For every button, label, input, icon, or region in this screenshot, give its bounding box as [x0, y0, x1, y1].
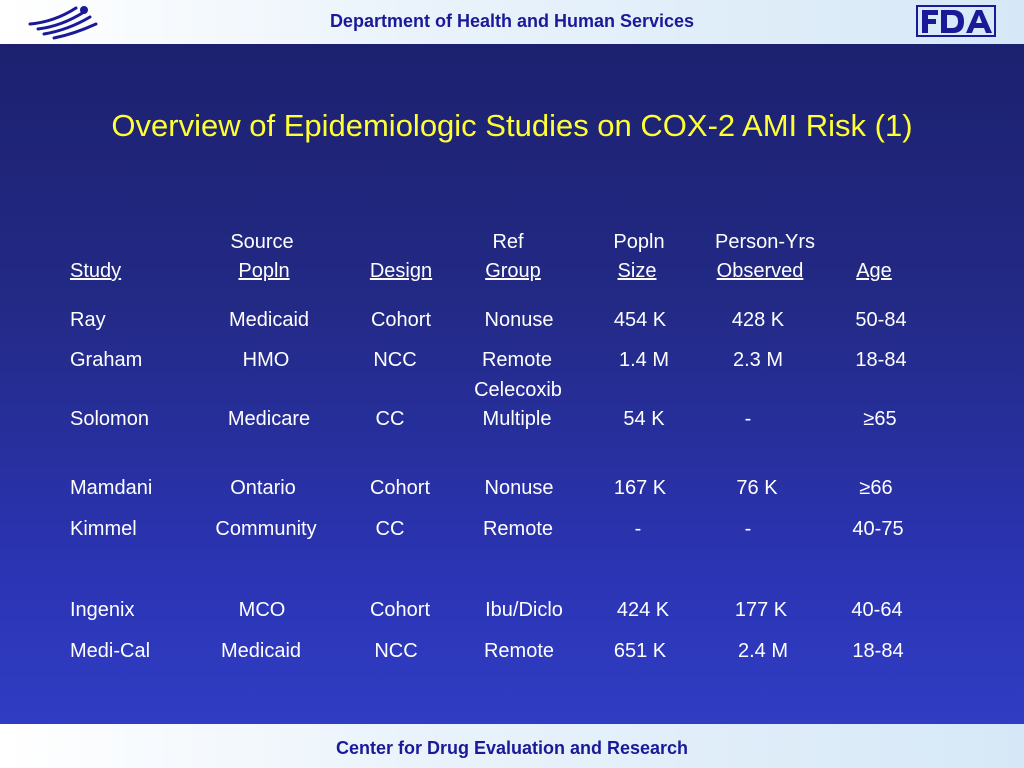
- hhs-eagle-icon: [28, 6, 98, 40]
- header-ref-group: Group: [485, 260, 541, 282]
- table-cell-person-yrs: 177 K: [734, 599, 788, 621]
- table-cell-person-yrs: -: [744, 408, 752, 430]
- table-cell-popln: Medicare: [227, 408, 311, 430]
- table-cell-age: 18-84: [855, 349, 907, 371]
- table-cell-age: 40-75: [852, 518, 904, 540]
- table-cell-age: ≥65: [863, 408, 897, 430]
- table-cell-design: CC: [375, 408, 405, 430]
- table-cell-size: 167 K: [613, 477, 667, 499]
- table-cell-age: 40-64: [851, 599, 903, 621]
- table-cell-design: CC: [375, 518, 405, 540]
- table-cell-age: 50-84: [855, 309, 907, 331]
- table-cell-ref: Nonuse: [484, 477, 554, 499]
- table-cell-size: 54 K: [623, 408, 665, 430]
- table-cell-popln: MCO: [238, 599, 286, 621]
- table-cell-popln: HMO: [242, 349, 290, 371]
- table-cell-size: 1.4 M: [618, 349, 670, 371]
- header-age: Age: [856, 260, 892, 282]
- table-cell-design: NCC: [373, 349, 417, 371]
- header-source: Source: [230, 231, 294, 253]
- table-cell-study: Mamdani: [70, 477, 153, 499]
- table-cell-age: ≥66: [859, 477, 893, 499]
- table-cell-size: 424 K: [616, 599, 670, 621]
- table-cell-study: Solomon: [70, 408, 149, 430]
- header-bar: Department of Health and Human Services: [0, 0, 1024, 44]
- table-cell-ref: Remote: [481, 349, 553, 371]
- table-cell-study: Graham: [70, 349, 143, 371]
- fda-logo-icon: [916, 5, 996, 37]
- header-study: Study: [70, 260, 122, 282]
- footer-bar: Center for Drug Evaluation and Research: [0, 724, 1024, 768]
- table-cell-person-yrs: 2.4 M: [737, 640, 789, 662]
- table-cell-size: -: [634, 518, 642, 540]
- table-cell-age: 18-84: [852, 640, 904, 662]
- table-cell-design: NCC: [374, 640, 418, 662]
- slide-title: Overview of Epidemiologic Studies on COX…: [111, 108, 913, 143]
- table-cell-person-yrs: -: [744, 518, 752, 540]
- header-person-yrs: Person-Yrs: [714, 231, 816, 253]
- header-popln-size: Size: [617, 260, 657, 282]
- table-cell-popln: Community: [215, 518, 317, 540]
- header-design: Design: [369, 260, 433, 282]
- table-cell-person-yrs: 428 K: [731, 309, 785, 331]
- table-cell-ref: Remote: [482, 518, 554, 540]
- table-cell-size: 454 K: [613, 309, 667, 331]
- header-title: Department of Health and Human Services: [329, 11, 695, 31]
- table-cell-popln: Medicaid: [228, 309, 310, 331]
- table-cell-person-yrs: 2.3 M: [732, 349, 784, 371]
- table-cell-design: Cohort: [370, 309, 432, 331]
- table-cell-ref: Ibu/Diclo: [485, 599, 563, 621]
- header-popln: Popln: [613, 231, 665, 253]
- table-cell-study: Medi-Cal: [70, 640, 151, 662]
- table-cell-study: Ingenix: [70, 599, 135, 621]
- table-cell-ref-line2: Celecoxib: [474, 379, 562, 401]
- header-observed: Observed: [716, 260, 804, 282]
- table-cell-ref: Remote: [483, 640, 555, 662]
- table-cell-study: Kimmel: [70, 518, 137, 540]
- table-cell-design: Cohort: [369, 477, 431, 499]
- table-cell-ref: Nonuse: [484, 309, 554, 331]
- footer-title: Center for Drug Evaluation and Research: [335, 738, 689, 758]
- table-cell-popln: Ontario: [230, 477, 296, 499]
- header-source-popln: Popln: [238, 260, 290, 282]
- table-cell-study: Ray: [70, 309, 106, 331]
- table-cell-design: Cohort: [369, 599, 431, 621]
- table-cell-size: 651 K: [613, 640, 667, 662]
- table-cell-popln: Medicaid: [220, 640, 302, 662]
- table-cell-person-yrs: 76 K: [736, 477, 778, 499]
- header-ref: Ref: [492, 231, 524, 253]
- table-cell-ref: Multiple: [482, 408, 552, 430]
